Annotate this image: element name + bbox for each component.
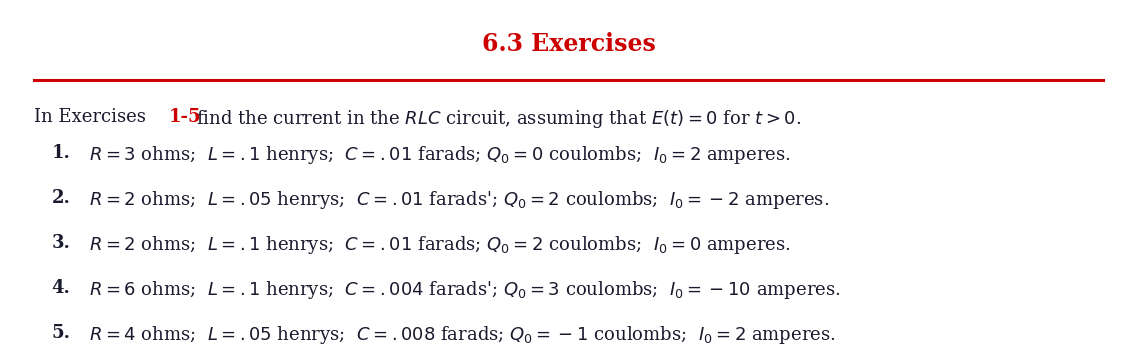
Text: 3.: 3. bbox=[51, 234, 70, 252]
Text: 1-5: 1-5 bbox=[168, 108, 201, 126]
Text: $R = 3$ ohms;  $L = .1$ henrys;  $C = .01$ farads; $Q_0 = 0$ coulombs;  $I_0 = 2: $R = 3$ ohms; $L = .1$ henrys; $C = .01$… bbox=[89, 144, 790, 166]
Text: 4.: 4. bbox=[51, 279, 70, 297]
Text: $R = 2$ ohms;  $L = .1$ henrys;  $C = .01$ farads; $Q_0 = 2$ coulombs;  $I_0 = 0: $R = 2$ ohms; $L = .1$ henrys; $C = .01$… bbox=[89, 234, 790, 256]
Text: 2.: 2. bbox=[51, 189, 70, 207]
Text: $R = 6$ ohms;  $L = .1$ henrys;  $C = .004$ farads'; $Q_0 = 3$ coulombs;  $I_0 =: $R = 6$ ohms; $L = .1$ henrys; $C = .004… bbox=[89, 279, 840, 301]
Text: 1.: 1. bbox=[51, 144, 70, 162]
Text: $R = 2$ ohms;  $L = .05$ henrys;  $C = .01$ farads'; $Q_0 = 2$ coulombs;  $I_0 =: $R = 2$ ohms; $L = .05$ henrys; $C = .01… bbox=[89, 189, 829, 211]
Text: $R = 4$ ohms;  $L = .05$ henrys;  $C = .008$ farads; $Q_0 = -1$ coulombs;  $I_0 : $R = 4$ ohms; $L = .05$ henrys; $C = .00… bbox=[89, 324, 836, 346]
Text: 5.: 5. bbox=[51, 324, 70, 342]
Text: In Exercises: In Exercises bbox=[34, 108, 151, 126]
Text: 6.3 Exercises: 6.3 Exercises bbox=[482, 32, 655, 56]
Text: find the current in the $\it{RLC}$ circuit, assuming that $E(t) = 0$ for $t > 0$: find the current in the $\it{RLC}$ circu… bbox=[196, 108, 802, 130]
